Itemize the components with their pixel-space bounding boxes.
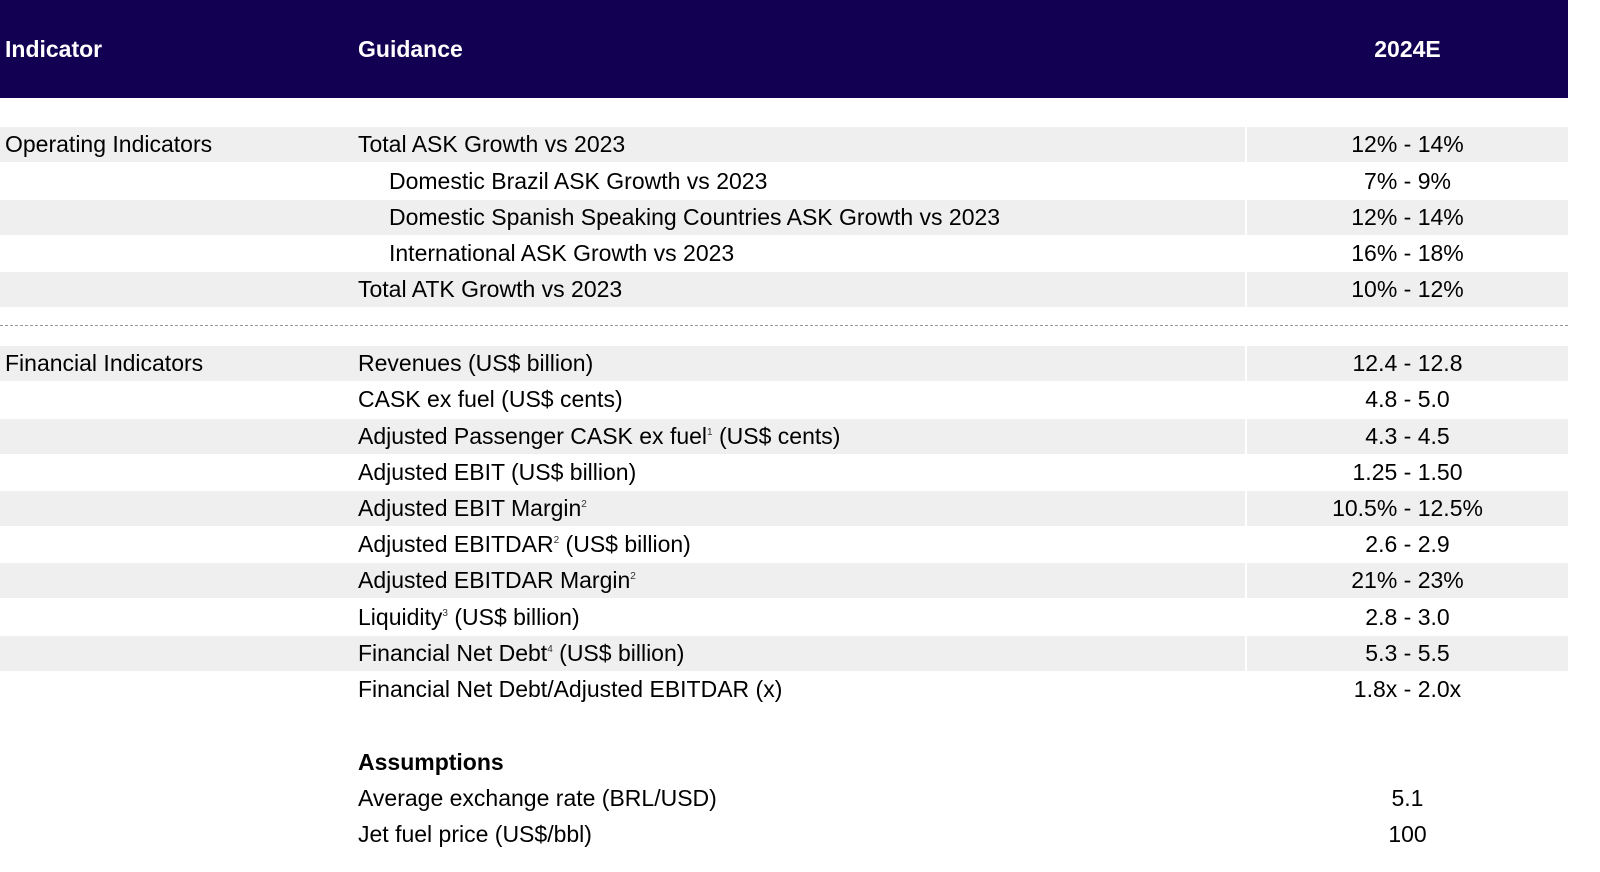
table-row: Adjusted EBIT (US$ billion) 1.25 - 1.50	[0, 455, 1568, 490]
row-value: 10.5% - 12.5%	[1332, 495, 1483, 521]
row-value: 12% - 14%	[1351, 131, 1464, 157]
table-header: Indicator Guidance 2024E	[0, 0, 1568, 98]
row-label-text: Liquidity	[358, 604, 443, 630]
row-value: 2.8 - 3.0	[1365, 604, 1450, 630]
row-label-suffix: (US$ cents)	[712, 423, 841, 449]
table-row: Jet fuel price (US$/bbl) 100	[0, 817, 1568, 852]
row-label-suffix: (US$ billion)	[447, 604, 580, 630]
header-indicator: Indicator	[5, 36, 103, 62]
section-label-operating: Operating Indicators	[5, 131, 213, 157]
footnote-marker: 2	[553, 535, 560, 546]
row-label: International ASK Growth vs 2023	[389, 240, 735, 266]
row-label-text: Financial Net Debt	[358, 640, 548, 666]
row-label: Financial Net Debt/Adjusted EBITDAR (x)	[358, 676, 783, 702]
footnote-marker: 2	[581, 499, 587, 510]
row-label-suffix: (US$ billion)	[552, 640, 685, 666]
header-guidance: Guidance	[358, 36, 463, 62]
row-value: 4.8 - 5.0	[1365, 386, 1450, 412]
row-label: CASK ex fuel (US$ cents)	[358, 386, 623, 412]
row-value: 5.3 - 5.5	[1365, 640, 1450, 666]
assumptions-title-row: Assumptions	[0, 745, 1568, 780]
header-year: 2024E	[1374, 36, 1441, 62]
row-label-text: Adjusted Passenger CASK ex fuel	[358, 423, 708, 449]
row-label: Total ATK Growth vs 2023	[358, 276, 623, 302]
table-row: Adjusted EBIT Margin2 10.5% - 12.5%	[0, 491, 1568, 526]
row-value: 1.8x - 2.0x	[1353, 676, 1462, 702]
row-label: Average exchange rate (BRL/USD)	[358, 785, 717, 811]
row-value: 5.1	[1391, 785, 1424, 811]
table-row: Liquidity3 (US$ billion) 2.8 - 3.0	[0, 600, 1568, 635]
footnote-marker: 2	[630, 571, 636, 582]
table-row: Domestic Brazil ASK Growth vs 2023 7% - …	[0, 164, 1568, 199]
row-label-text: Adjusted EBITDAR Margin	[358, 567, 631, 593]
row-label: Adjusted EBITDAR Margin2	[358, 567, 636, 594]
assumptions-title: Assumptions	[358, 749, 504, 775]
row-label: Adjusted EBIT (US$ billion)	[358, 459, 637, 485]
table-row: Financial Net Debt4 (US$ billion) 5.3 - …	[0, 636, 1568, 671]
section-label-financial: Financial Indicators	[5, 350, 204, 376]
row-label-text: Adjusted EBITDAR	[358, 531, 554, 557]
row-label: Jet fuel price (US$/bbl)	[358, 821, 592, 847]
row-label: Adjusted Passenger CASK ex fuel1 (US$ ce…	[358, 423, 840, 450]
row-label: Domestic Brazil ASK Growth vs 2023	[389, 168, 768, 194]
footnote-marker: 3	[442, 608, 448, 619]
row-value: 2.6 - 2.9	[1365, 531, 1450, 557]
row-label-suffix: (US$ billion)	[559, 531, 691, 557]
table-row: Average exchange rate (BRL/USD) 5.1	[0, 781, 1568, 816]
table-row: International ASK Growth vs 2023 16% - 1…	[0, 236, 1568, 271]
table-row: CASK ex fuel (US$ cents) 4.8 - 5.0	[0, 382, 1568, 417]
row-label: Adjusted EBIT Margin2	[358, 495, 587, 522]
row-value: 16% - 18%	[1351, 240, 1464, 266]
row-label: Total ASK Growth vs 2023	[358, 131, 626, 157]
table-row: Adjusted Passenger CASK ex fuel1 (US$ ce…	[0, 419, 1568, 454]
row-value: 4.3 - 4.5	[1365, 423, 1450, 449]
row-label-text: Adjusted EBIT Margin	[358, 495, 582, 521]
table-row: Financial Indicators Revenues (US$ billi…	[0, 346, 1568, 381]
table-row: Financial Net Debt/Adjusted EBITDAR (x) …	[0, 672, 1568, 707]
row-value: 12.4 - 12.8	[1352, 350, 1463, 376]
table-row: Adjusted EBITDAR2 (US$ billion) 2.6 - 2.…	[0, 527, 1568, 562]
row-label: Financial Net Debt4 (US$ billion)	[358, 640, 684, 667]
row-value: 7% - 9%	[1364, 168, 1451, 194]
section-divider	[0, 325, 1568, 326]
row-value: 12% - 14%	[1351, 204, 1464, 230]
footnote-marker: 4	[547, 644, 553, 655]
footnote-marker: 1	[707, 427, 713, 438]
row-value: 1.25 - 1.50	[1352, 459, 1463, 485]
row-label: Revenues (US$ billion)	[358, 350, 594, 376]
table-row: Total ATK Growth vs 2023 10% - 12%	[0, 272, 1568, 307]
row-value: 21% - 23%	[1351, 567, 1464, 593]
table-row: Operating Indicators Total ASK Growth vs…	[0, 127, 1568, 162]
table-row: Domestic Spanish Speaking Countries ASK …	[0, 200, 1568, 235]
row-label: Domestic Spanish Speaking Countries ASK …	[389, 204, 1001, 230]
row-label: Liquidity3 (US$ billion)	[358, 604, 580, 631]
row-value: 10% - 12%	[1351, 276, 1464, 302]
row-value: 100	[1388, 821, 1427, 847]
table-row: Adjusted EBITDAR Margin2 21% - 23%	[0, 563, 1568, 598]
row-label: Adjusted EBITDAR2 (US$ billion)	[358, 531, 691, 558]
